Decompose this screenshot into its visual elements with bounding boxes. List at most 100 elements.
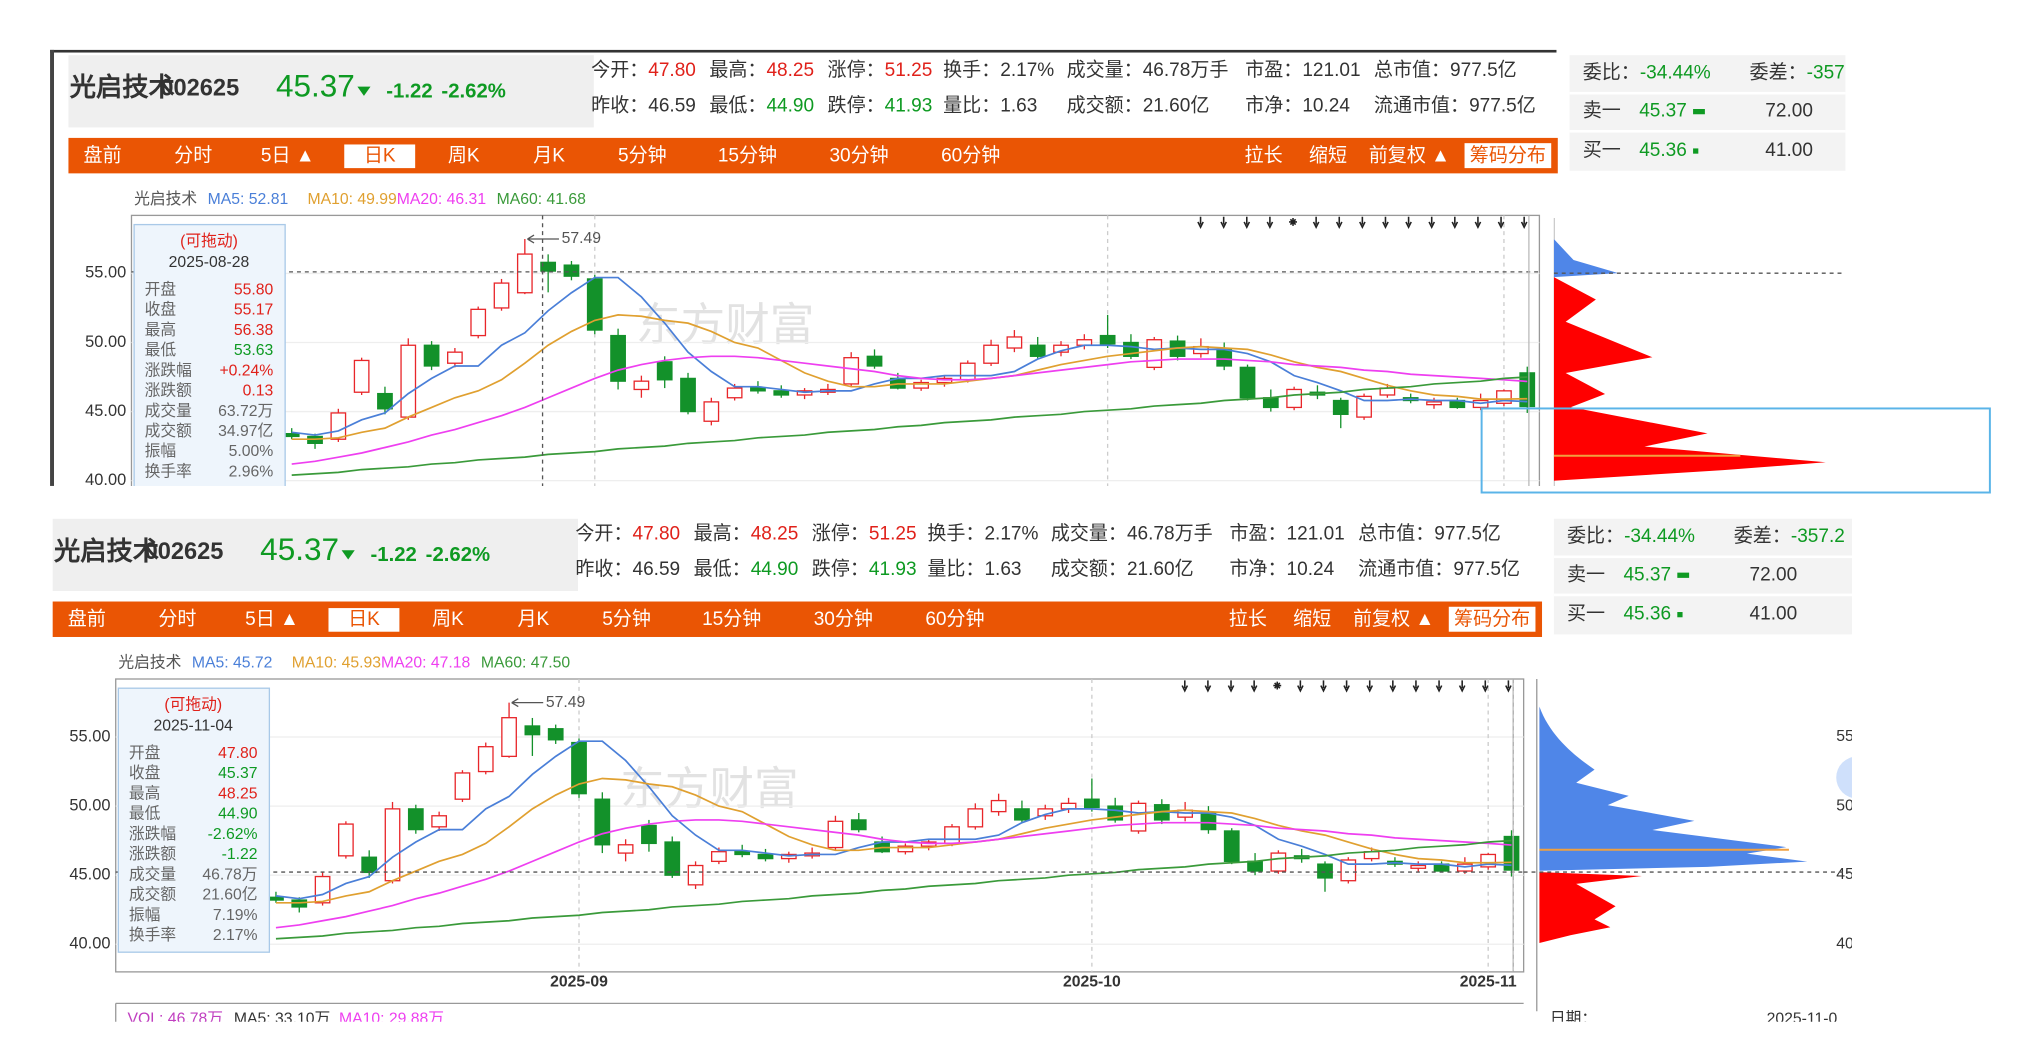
quote-label: 市净： bbox=[1245, 94, 1302, 116]
toolbar-tab[interactable]: 日K bbox=[348, 609, 380, 630]
tooltip-value: 0.13 bbox=[243, 383, 274, 400]
toolbar-tab[interactable]: 周K bbox=[432, 609, 464, 630]
quote-label: 最低： bbox=[709, 94, 766, 116]
candle-body bbox=[1286, 388, 1303, 409]
toolbar-button[interactable]: 拉长 bbox=[1245, 144, 1283, 166]
tooltip-value: 47.80 bbox=[218, 745, 258, 762]
toolbar-active-tab bbox=[1448, 606, 1536, 632]
quote-label: 成交量： bbox=[1051, 523, 1127, 545]
y-tick-label: 50.00 bbox=[69, 796, 110, 814]
tooltip-value: -1.22 bbox=[222, 846, 258, 863]
toolbar-active-tab bbox=[328, 608, 400, 632]
chip-axis-label: 45 bbox=[1836, 866, 1854, 883]
candle-body bbox=[944, 826, 960, 845]
tooltip-label: 振幅 bbox=[129, 906, 161, 924]
candle-body bbox=[734, 851, 751, 856]
candle-body bbox=[866, 355, 883, 367]
toolbar-tab[interactable]: 15分钟 bbox=[702, 608, 761, 630]
candle-body bbox=[1223, 830, 1240, 863]
toolbar-tab[interactable]: 盘前 bbox=[68, 608, 106, 630]
candle-body bbox=[897, 845, 914, 853]
quote-field: 市净：10.24 bbox=[1245, 94, 1350, 116]
quote-field: 跌停：41.93 bbox=[828, 94, 933, 116]
toolbar-tab[interactable]: 5分钟 bbox=[602, 608, 651, 630]
quote-field: 总市值：977.5亿 bbox=[1358, 523, 1501, 545]
toolbar-tab[interactable]: 5分钟 bbox=[618, 144, 667, 166]
toolbar-tab[interactable]: 5日 ▲ bbox=[261, 145, 315, 166]
quote-label: 市盈： bbox=[1245, 59, 1302, 81]
plot-area bbox=[115, 678, 1525, 973]
toolbar-tab[interactable]: 周K bbox=[448, 145, 480, 166]
quote-label: 流通市值： bbox=[1358, 558, 1453, 580]
signal-marker bbox=[1204, 680, 1212, 693]
toolbar-tab[interactable]: 月K bbox=[518, 609, 550, 630]
quote-field: 成交量：46.78万手 bbox=[1067, 59, 1229, 81]
candle-body bbox=[1099, 334, 1116, 345]
signal-marker bbox=[1366, 680, 1374, 693]
tooltip-label: 开盘 bbox=[129, 743, 161, 762]
toolbar-button[interactable]: 缩短 bbox=[1309, 144, 1347, 166]
order-book-background bbox=[1569, 55, 1846, 171]
quote-label: 换手： bbox=[943, 59, 1000, 81]
date-value: 2025-11-0 bbox=[1767, 1010, 1838, 1027]
moving-average-line bbox=[291, 376, 1528, 476]
candle-body bbox=[750, 387, 766, 392]
toolbar-tab[interactable]: 15分钟 bbox=[718, 144, 777, 166]
moving-average-line bbox=[275, 740, 1512, 900]
quote-value: 977.5亿 bbox=[1450, 59, 1517, 81]
toolbar-button[interactable]: 筹码分布 bbox=[1454, 608, 1530, 630]
toolbar-button[interactable]: 筹码分布 bbox=[1470, 144, 1546, 166]
toolbar-tab[interactable]: 5日 ▲ bbox=[245, 609, 299, 630]
toolbar-tab[interactable]: 60分钟 bbox=[941, 144, 1000, 166]
toolbar-button[interactable]: 前复权 ▲ bbox=[1353, 608, 1434, 630]
panel-top-border bbox=[50, 49, 1557, 53]
tooltip-label: 成交额 bbox=[145, 422, 192, 440]
tooltip-value: 63.72万 bbox=[218, 403, 273, 420]
quote-value: 41.93 bbox=[885, 95, 933, 116]
candle-body bbox=[967, 808, 984, 828]
candle-body bbox=[377, 392, 393, 410]
tooltip-label: 收盘 bbox=[145, 300, 177, 319]
legend-item: MA10: 45.93 bbox=[292, 654, 382, 671]
moving-average-line bbox=[275, 819, 1512, 929]
toolbar-tab[interactable]: 30分钟 bbox=[829, 144, 888, 166]
candle-body bbox=[330, 412, 347, 440]
quote-value: 2.17% bbox=[1000, 60, 1054, 81]
order-level-bar bbox=[1693, 109, 1705, 115]
candle-body bbox=[1410, 864, 1427, 869]
toolbar-tab[interactable]: 盘前 bbox=[84, 144, 122, 166]
chip-axis-label: 55 bbox=[1836, 728, 1854, 745]
quote-field: 涨停：51.25 bbox=[828, 59, 933, 81]
legend-item: MA60: 47.50 bbox=[481, 654, 571, 671]
stock-name: 光启技术 bbox=[53, 536, 159, 566]
toolbar-tab[interactable]: 30分钟 bbox=[814, 608, 873, 630]
candle-body bbox=[913, 381, 930, 389]
order-level-price: 45.36 bbox=[1623, 604, 1671, 625]
tooltip-value: 2.17% bbox=[213, 927, 258, 944]
quote-field: 总市值：977.5亿 bbox=[1374, 59, 1517, 81]
quote-field: 昨收：46.59 bbox=[591, 94, 696, 116]
toolbar-tab[interactable]: 月K bbox=[533, 145, 565, 166]
quote-value: 44.90 bbox=[766, 95, 814, 116]
toolbar-tab[interactable]: 日K bbox=[364, 145, 396, 166]
quote-field: 成交额：21.60亿 bbox=[1051, 558, 1194, 580]
toolbar-tab[interactable]: 分时 bbox=[158, 608, 196, 630]
order-level-label: 卖一 bbox=[1583, 100, 1621, 122]
candle-body bbox=[664, 841, 681, 876]
toolbar-button[interactable]: 前复权 ▲ bbox=[1369, 144, 1450, 166]
moving-average-line bbox=[275, 839, 1512, 940]
quote-field: 换手：2.17% bbox=[943, 59, 1054, 81]
tooltip-hint: (可拖动) bbox=[164, 695, 222, 713]
y-tick-label: 55.00 bbox=[69, 727, 110, 745]
quote-label: 跌停： bbox=[828, 94, 885, 116]
toolbar-tab[interactable]: 60分钟 bbox=[925, 608, 984, 630]
scroll-knob[interactable] bbox=[1836, 756, 1878, 798]
signal-marker bbox=[1382, 216, 1389, 229]
toolbar-tab[interactable]: 分时 bbox=[174, 144, 212, 166]
toolbar-button[interactable]: 拉长 bbox=[1229, 608, 1267, 630]
tooltip-label: 振幅 bbox=[145, 442, 177, 460]
candle-body bbox=[400, 344, 417, 418]
order-level-price: 45.37 bbox=[1623, 564, 1671, 585]
toolbar-button[interactable]: 缩短 bbox=[1293, 608, 1331, 630]
quote-label: 涨停： bbox=[828, 59, 885, 81]
